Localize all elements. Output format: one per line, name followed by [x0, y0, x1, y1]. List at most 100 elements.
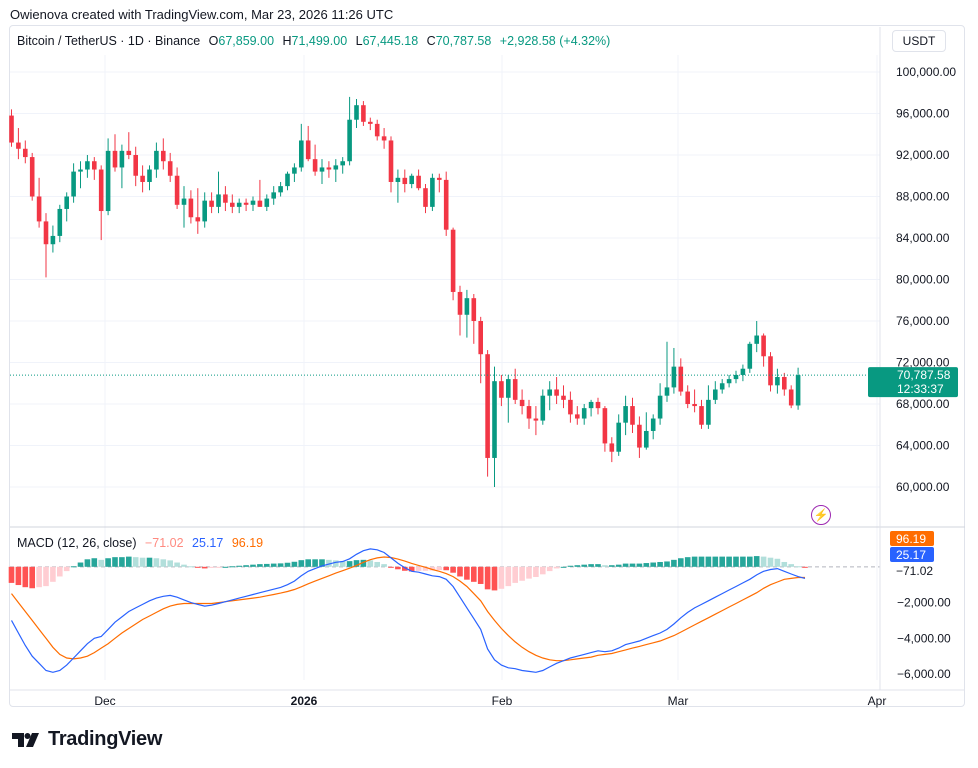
- macd-histogram-bar: [201, 566, 208, 569]
- candle-body: [409, 175, 414, 185]
- candle-body: [243, 202, 249, 205]
- macd-histogram-bar: [602, 565, 608, 567]
- open-value: 67,859.00: [218, 34, 274, 48]
- price-tick-label: 92,000.00: [896, 148, 950, 162]
- macd-histogram-bar: [636, 563, 643, 567]
- candle-body: [533, 418, 539, 421]
- candle-body: [457, 291, 463, 315]
- price-tick-label: 84,000.00: [896, 231, 950, 245]
- candle-body: [181, 198, 187, 205]
- macd-histogram-bar: [222, 566, 229, 568]
- macd-histogram-bar: [277, 563, 284, 567]
- macd-line-tag: [890, 547, 934, 562]
- candle-body: [368, 121, 373, 124]
- macd-histogram-bar: [215, 566, 222, 568]
- candle-body: [519, 399, 525, 407]
- macd-tick-label: −6,000.00: [897, 667, 951, 681]
- candle-body: [299, 140, 304, 168]
- macd-histogram-bar: [360, 559, 367, 567]
- candle-body: [740, 368, 746, 375]
- candle-body: [216, 194, 221, 207]
- macd-histogram-bar: [498, 566, 505, 589]
- tradingview-logo: TradingView: [12, 728, 162, 751]
- macd-histogram-bar: [264, 563, 270, 567]
- macd-histogram-bar: [153, 558, 160, 567]
- candle-body: [388, 140, 394, 182]
- candle-body: [526, 406, 532, 419]
- macd-histogram-bar: [333, 560, 339, 567]
- macd-histogram-bar: [105, 558, 111, 567]
- macd-histogram-bar: [684, 557, 691, 567]
- candle-body: [464, 298, 470, 315]
- candle-body: [471, 298, 477, 321]
- macd-histogram-bar: [415, 566, 422, 571]
- candle-body: [644, 430, 649, 448]
- candle-body: [133, 155, 138, 176]
- macd-histogram-bar: [491, 566, 498, 591]
- macd-hist-tag: [890, 563, 934, 578]
- macd-histogram-bar: [243, 565, 249, 567]
- candle-body: [347, 119, 352, 162]
- candle-body: [319, 167, 325, 172]
- price-tick-label: 68,000.00: [896, 397, 950, 411]
- macd-histogram-bar: [139, 557, 146, 567]
- macd-histogram-bar: [781, 561, 788, 567]
- candle-body: [16, 142, 21, 149]
- candle-body: [671, 366, 677, 388]
- candle-body: [140, 175, 145, 182]
- macd-hist-tag-label: −71.02: [896, 564, 933, 578]
- macd-histogram-bar: [119, 557, 125, 567]
- macd-signal-tag: [890, 531, 934, 546]
- countdown-label: 12:33:37: [897, 382, 944, 396]
- macd-histogram-bar: [788, 564, 794, 567]
- candle-body: [361, 105, 366, 122]
- macd-histogram-bar: [319, 559, 325, 567]
- macd-histogram-bar: [588, 564, 594, 567]
- change-value: +2,928.58 (+4.32%): [500, 34, 611, 48]
- candles-layer: [9, 96, 801, 487]
- macd-histogram-bar: [326, 559, 332, 567]
- last-price-tag: [868, 367, 958, 398]
- candle-body: [575, 414, 580, 419]
- candle-body: [278, 186, 283, 193]
- candle-body: [678, 366, 684, 392]
- close-label: C: [427, 34, 436, 48]
- candle-body: [112, 150, 118, 168]
- macd-histogram-bar: [126, 556, 132, 567]
- candle-body: [747, 343, 753, 369]
- candle-body: [236, 202, 242, 207]
- price-tick-label: 96,000.00: [896, 107, 950, 121]
- candle-body: [43, 221, 49, 245]
- macd-signal-line: [11, 556, 805, 662]
- publisher-line: Owienova created with TradingView.com, M…: [10, 7, 394, 22]
- candle-body: [657, 395, 663, 419]
- candle-body: [485, 354, 490, 458]
- candle-body: [195, 217, 201, 222]
- macd-histogram-bar: [747, 556, 753, 567]
- macd-histogram-bar: [609, 565, 615, 567]
- candle-body: [437, 177, 442, 180]
- candle-body: [664, 387, 670, 396]
- tradingview-logo-icon: [12, 732, 39, 747]
- macd-histogram-bar: [388, 566, 394, 568]
- macd-histogram-bar: [540, 566, 546, 575]
- macd-histogram-bar: [305, 559, 311, 567]
- candle-body: [285, 173, 290, 187]
- macd-histogram-bar: [43, 566, 49, 587]
- macd-histogram-bar: [270, 563, 277, 567]
- candle-body: [761, 335, 766, 357]
- macd-histogram-bar: [22, 566, 29, 588]
- price-tick-label: 80,000.00: [896, 273, 950, 287]
- macd-histogram-bar: [236, 565, 242, 567]
- currency-button[interactable]: USDT: [892, 30, 946, 52]
- candle-body: [167, 161, 173, 176]
- macd-histogram-bar: [553, 566, 560, 569]
- chart-frame[interactable]: [9, 25, 965, 707]
- candle-body: [650, 418, 656, 431]
- macd-histogram-bar: [678, 558, 684, 567]
- candle-body: [768, 356, 773, 386]
- candle-body: [395, 177, 401, 182]
- time-tick-label: Apr: [868, 694, 887, 708]
- lightning-icon[interactable]: ⚡: [811, 505, 831, 525]
